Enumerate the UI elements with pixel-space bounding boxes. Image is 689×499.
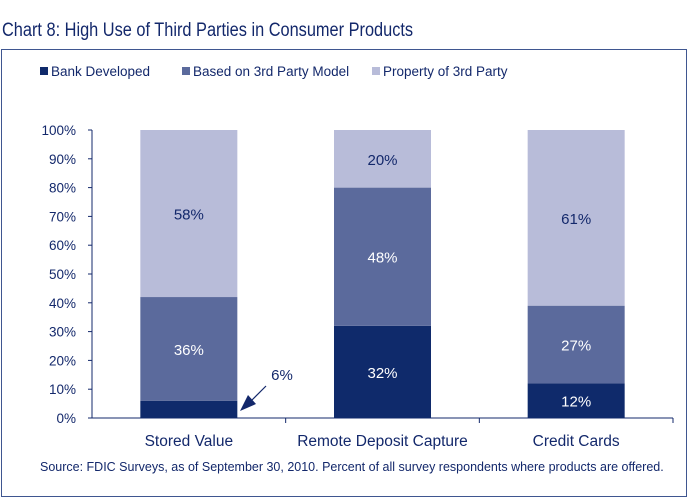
bar-segment — [140, 130, 238, 298]
y-tick-label: 50% — [49, 267, 76, 282]
source-note: Source: FDIC Surveys, as of September 30… — [40, 460, 664, 474]
y-tick-label: 20% — [49, 353, 76, 368]
bar-segment — [334, 130, 431, 188]
data-label: 58% — [174, 207, 204, 224]
legend-swatch — [182, 67, 190, 75]
x-tick-label: Remote Deposit Capture — [297, 433, 468, 450]
bar-segment — [527, 383, 625, 418]
y-tick-label: 70% — [49, 209, 76, 224]
y-tick-label: 10% — [49, 382, 76, 397]
data-label: 20% — [367, 152, 397, 169]
y-tick-label: 0% — [56, 411, 76, 426]
legend-swatch — [372, 67, 380, 75]
data-label: 32% — [367, 365, 397, 382]
x-tick-label: Stored Value — [145, 433, 233, 450]
chart-title: Chart 8: High Use of Third Parties in Co… — [2, 20, 414, 41]
legend-swatch — [40, 67, 48, 75]
y-tick-label: 100% — [41, 123, 76, 138]
legend-label: Based on 3rd Party Model — [193, 64, 349, 79]
y-tick-label: 40% — [49, 296, 76, 311]
bar-segment — [527, 305, 625, 384]
bar-segment — [334, 325, 431, 418]
y-tick-label: 90% — [49, 152, 76, 167]
annotation-label: 6% — [271, 367, 293, 384]
data-label: 12% — [561, 394, 591, 411]
y-tick-label: 30% — [49, 325, 76, 340]
y-tick-label: 60% — [49, 238, 76, 253]
data-label: 27% — [561, 338, 591, 355]
data-label: 36% — [174, 342, 204, 359]
annotation-arrow-line — [251, 385, 267, 401]
bar-segment — [140, 400, 238, 418]
x-tick-label: Credit Cards — [533, 433, 620, 450]
legend-label: Property of 3rd Party — [383, 64, 508, 79]
arrow-head-icon — [240, 395, 256, 411]
chart-frame — [1, 49, 687, 497]
bar-segment — [334, 187, 431, 326]
data-label: 48% — [367, 250, 397, 267]
data-label: 61% — [561, 211, 591, 228]
bar-segment — [140, 297, 238, 401]
bar-segment — [527, 130, 625, 306]
legend-label: Bank Developed — [51, 64, 150, 79]
y-tick-label: 80% — [49, 181, 76, 196]
